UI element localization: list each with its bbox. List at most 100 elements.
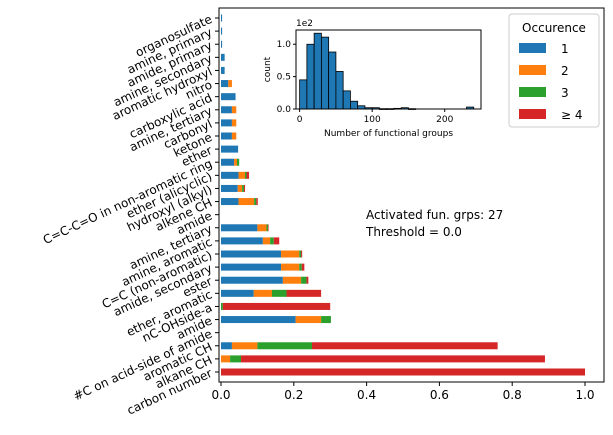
bar-9-series-3 xyxy=(299,250,302,258)
annotation-line-0: Activated fun. grps: 27 xyxy=(366,208,503,222)
legend-swatch-1 xyxy=(519,43,546,53)
x-tick-label: 0.6 xyxy=(430,388,449,402)
inset-x-tick-label: 200 xyxy=(436,115,453,125)
bar-14-series-1 xyxy=(221,184,238,192)
bar-14-series-≥ 4 xyxy=(243,184,246,192)
x-tick-label: 0.0 xyxy=(211,388,230,402)
annotation-line-1: Threshold = 0.0 xyxy=(365,225,462,239)
bar-19-series-2 xyxy=(231,119,237,127)
bar-9-series-≥ 4 xyxy=(301,250,303,258)
bar-11-series-1 xyxy=(221,224,258,232)
bar-4-series-2 xyxy=(295,316,322,324)
bar-15-series-1 xyxy=(221,171,239,179)
legend-label-1: 1 xyxy=(561,42,569,56)
bar-22-series-1 xyxy=(221,80,229,88)
legend-label-2: 2 xyxy=(561,64,569,78)
inset-scale-label: 1e2 xyxy=(296,19,313,29)
bar-9-series-2 xyxy=(281,250,300,258)
bar-20-series-1 xyxy=(221,106,232,114)
inset-y-tick-label: 0.0 xyxy=(277,105,292,115)
bar-21-series-1 xyxy=(221,93,236,101)
legend-title: Occurence xyxy=(522,21,586,35)
inset-y-tick-label: 1.0 xyxy=(277,40,292,50)
legend-label-3: 3 xyxy=(561,86,569,100)
legend-box xyxy=(508,13,600,128)
bar-1-series-2 xyxy=(221,355,231,363)
inset-x-axis-label: Number of functional groups xyxy=(324,129,453,139)
plot-frame xyxy=(218,7,605,383)
bar-7-series-1 xyxy=(221,276,283,284)
x-tick-label: 0.8 xyxy=(503,388,522,402)
bar-20-series-2 xyxy=(231,106,237,114)
bar-24-series-1 xyxy=(221,53,225,61)
inset-frame xyxy=(295,29,482,110)
bar-14-series-2 xyxy=(237,184,243,192)
bar-18-series-1 xyxy=(221,132,232,140)
bar-27-series-1 xyxy=(221,14,223,22)
hist-bin-6 xyxy=(342,90,351,110)
bar-6-series-≥ 4 xyxy=(286,289,322,297)
x-tick-label: 0.2 xyxy=(284,388,303,402)
bar-4-series-1 xyxy=(221,316,296,324)
bar-5-series-3 xyxy=(221,302,223,310)
x-tick-label: 0.4 xyxy=(357,388,376,402)
bar-25-series-1 xyxy=(221,40,223,48)
hist-bin-2 xyxy=(313,32,322,110)
bar-6-series-2 xyxy=(253,289,272,297)
bar-8-series-1 xyxy=(221,263,282,271)
bar-2-series-2 xyxy=(231,342,258,350)
hist-bin-5 xyxy=(335,71,344,110)
bar-10-series-2 xyxy=(262,237,271,245)
bar-7-series-≥ 4 xyxy=(306,276,309,284)
bar-17-series-1 xyxy=(221,145,239,153)
bar-15-series-3 xyxy=(245,171,247,179)
bar-10-series-1 xyxy=(221,237,263,245)
bar-26-series-1 xyxy=(221,27,223,35)
legend-swatch-2 xyxy=(519,65,546,75)
bar-2-series-3 xyxy=(257,342,312,350)
bar-15-series-2 xyxy=(238,171,246,179)
bar-6-series-3 xyxy=(271,289,287,297)
bar-8-series-2 xyxy=(281,263,300,271)
x-tick-label: 1.0 xyxy=(575,388,594,402)
bar-0-series-≥ 4 xyxy=(221,368,585,376)
bar-10-series-3 xyxy=(270,237,274,245)
inset-x-tick-label: 0 xyxy=(297,115,303,125)
bar-5-series-≥ 4 xyxy=(222,302,331,310)
bar-6-series-1 xyxy=(221,289,254,297)
hist-bin-4 xyxy=(328,51,337,110)
bar-11-series-≥ 4 xyxy=(267,224,269,232)
bar-13-series-3 xyxy=(254,198,257,206)
bar-13-series-2 xyxy=(238,198,255,206)
bar-11-series-2 xyxy=(257,224,267,232)
bar-13-series-1 xyxy=(221,198,239,206)
bar-13-series-≥ 4 xyxy=(256,198,258,206)
bar-4-series-3 xyxy=(321,316,331,324)
bar-14-series-3 xyxy=(242,184,244,192)
hist-bin-3 xyxy=(320,36,330,110)
bar-22-series-2 xyxy=(228,80,232,88)
bar-16-series-2 xyxy=(234,158,238,166)
bar-19-series-1 xyxy=(221,119,232,127)
bar-15-series-≥ 4 xyxy=(246,171,250,179)
bar-18-series-2 xyxy=(231,132,237,140)
bar-2-series-≥ 4 xyxy=(312,342,498,350)
bar-23-series-1 xyxy=(221,66,225,74)
inset-x-tick-label: 100 xyxy=(364,115,381,125)
legend-swatch-3 xyxy=(519,87,546,97)
legend-label-≥ 4: ≥ 4 xyxy=(561,108,583,122)
hist-bin-0 xyxy=(299,79,308,110)
bar-8-series-≥ 4 xyxy=(301,263,305,271)
hist-bin-1 xyxy=(306,43,315,110)
bar-1-series-3 xyxy=(230,355,242,363)
inset-y-tick-label: 0.5 xyxy=(277,73,291,83)
annotation: Activated fun. grps: 27 Threshold = 0.0 xyxy=(365,208,503,239)
bar-16-series-1 xyxy=(221,158,235,166)
bar-10-series-≥ 4 xyxy=(273,237,280,245)
inset-y-axis-label: count xyxy=(263,56,273,82)
bar-8-series-3 xyxy=(299,263,302,271)
legend-swatch-≥ 4 xyxy=(519,109,546,119)
bar-1-series-≥ 4 xyxy=(241,355,545,363)
